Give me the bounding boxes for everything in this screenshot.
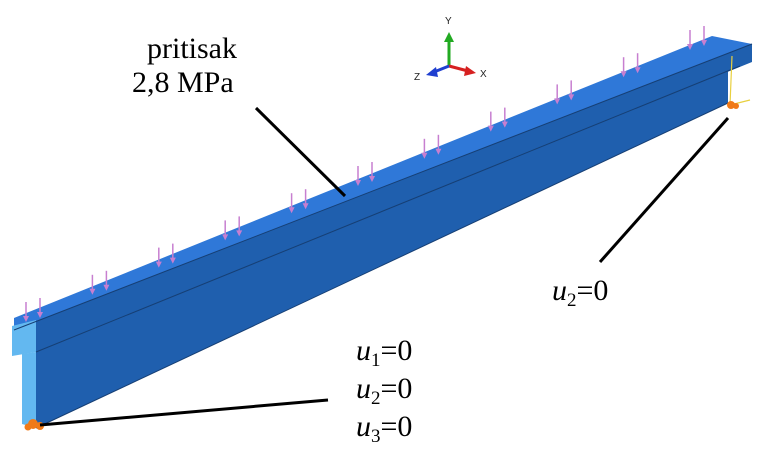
load-arrow-icon [487,111,494,132]
y-axis-arrowhead [444,32,454,42]
x-axis-icon [448,64,469,73]
load-arrow-icon [568,80,575,101]
bc-eq: =0 [380,410,413,443]
load-arrow-icon [554,84,561,105]
axis-triad: Y X Z [414,16,487,83]
load-arrows [23,26,707,322]
bc-var: u [356,334,371,367]
load-arrow-icon [369,162,375,182]
beam-end-web [22,352,36,428]
load-arrow-icon [236,216,243,237]
beam-top-surface [14,36,752,330]
bc-var: u [356,372,371,405]
load-arrow-icon [23,302,29,322]
local-axis-line [729,55,733,106]
axis-label-x: X [480,69,487,80]
support-node [24,423,32,431]
load-arrow-icon [155,247,162,268]
axis-label-y: Y [445,16,452,27]
beam-flange-face [14,44,752,352]
support-right [727,55,751,109]
beam-end-section [12,320,36,356]
beam-edge-line [35,65,741,353]
load-arrow-icon [435,134,442,155]
load-arrow-icon [302,189,309,210]
bc-eq: =0 [576,274,609,307]
support-node [733,103,739,109]
z-axis-arrowhead [426,67,438,77]
load-arrow-icon [501,107,508,128]
beam-edge-line [13,43,753,331]
load-arrow-icon [620,57,627,78]
leader-lines [39,106,730,427]
bc-left-label-3: u3=0 [356,412,412,452]
bc-sub: 3 [371,426,381,447]
bc-eq: =0 [380,334,413,367]
load-arrow-icon [421,138,428,159]
load-arrow-icon [37,298,43,318]
bc-var: u [356,410,371,443]
load-arrow-icon [288,193,295,214]
bc-right-label: u2=0 [552,276,608,316]
support-node [727,101,735,109]
beam-web-face [36,68,728,428]
beam-edge-line [35,102,729,429]
i-beam [12,36,753,429]
bc-left-label-1: u1=0 [356,336,412,376]
load-arrow-icon [701,26,707,46]
bc-eq: =0 [380,372,413,405]
load-arrow-icon [355,166,361,186]
load-label-line2: 2,8 MPa [132,66,234,99]
x-axis-arrowhead [464,66,476,76]
bc-sub: 2 [567,290,577,311]
load-arrow-icon [89,274,96,295]
bc-sub: 1 [371,350,381,371]
leader-line-left-support [39,398,329,427]
bc-left-label-2: u2=0 [356,374,412,414]
load-arrow-icon [687,30,693,50]
load-label-line1: pritisak [147,32,237,65]
leader-line-load [254,106,347,198]
support-left [24,419,44,431]
load-arrow-icon [169,243,176,264]
axis-label-z: Z [414,72,420,83]
load-arrow-icon [222,220,229,241]
load-arrow-icon [103,270,110,291]
bc-var: u [552,274,567,307]
leader-line-right-support [598,117,730,263]
load-arrow-icon [634,53,641,74]
bc-sub: 2 [371,388,381,409]
